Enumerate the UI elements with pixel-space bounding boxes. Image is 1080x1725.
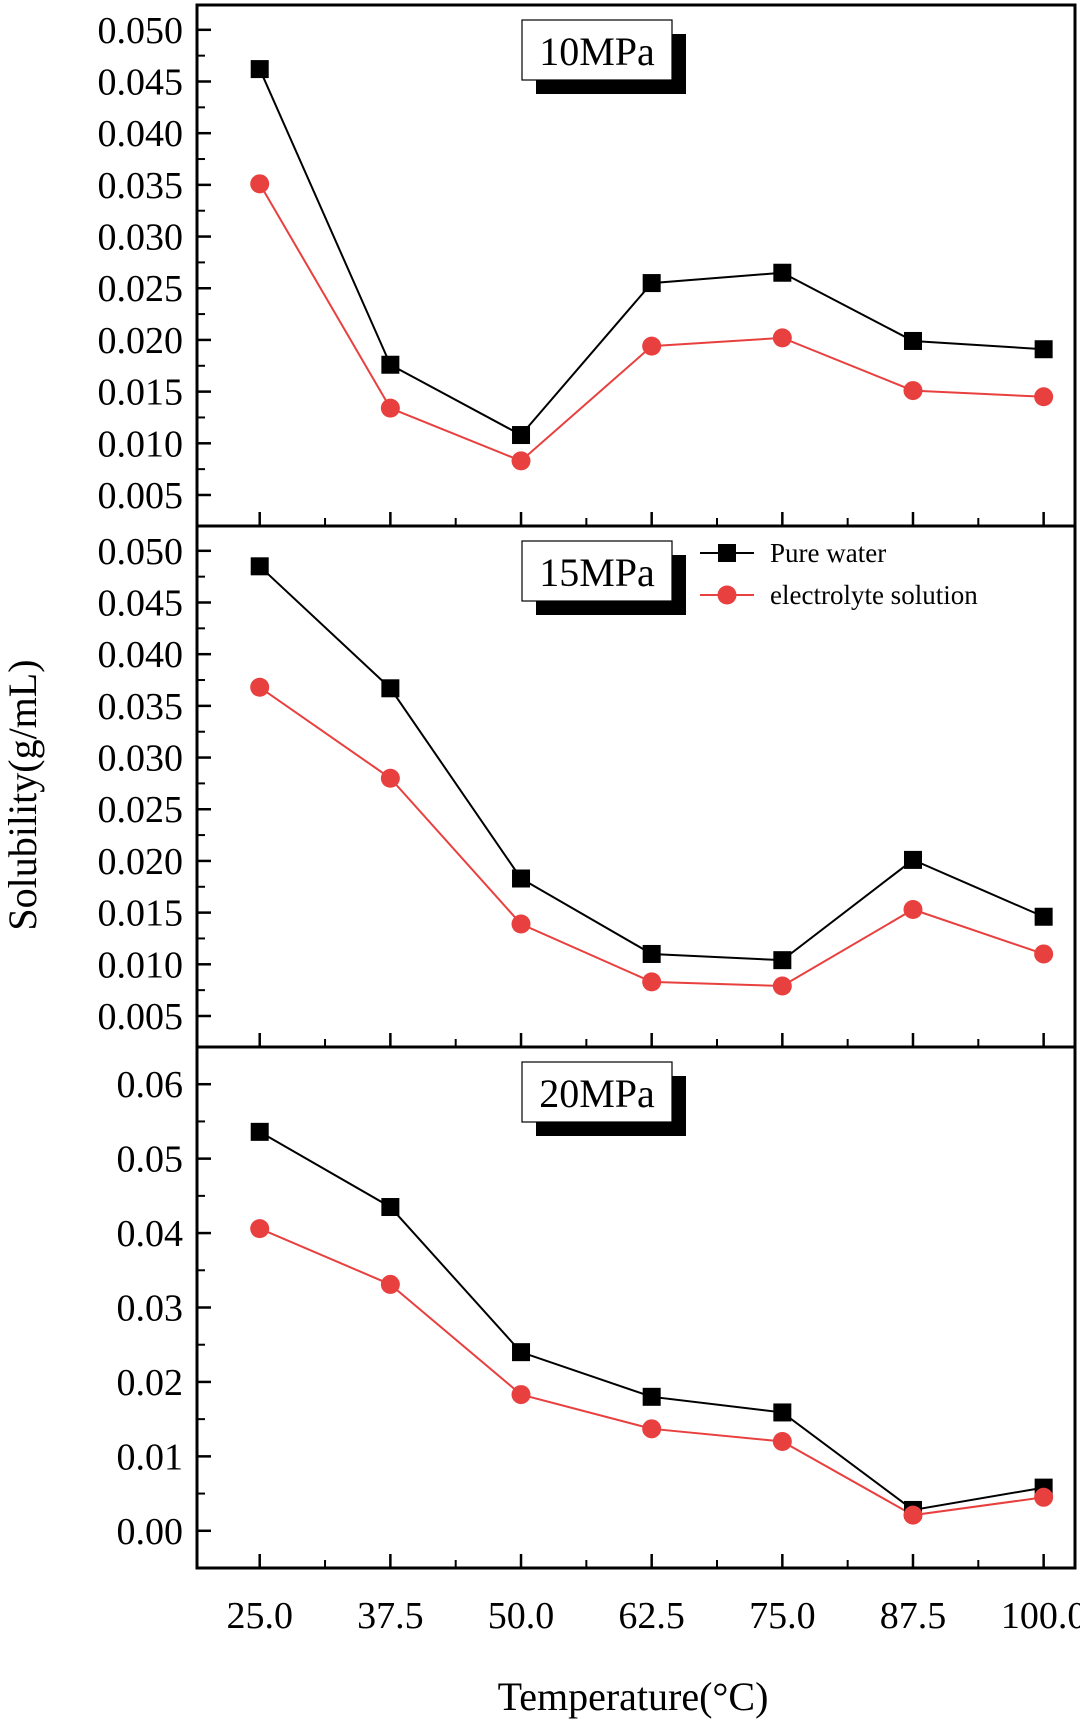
- series-line-pure-water: [258, 68, 1044, 437]
- data-point-electrolyte-solution: [903, 1505, 923, 1525]
- x-tick-label: 37.5: [357, 1595, 424, 1637]
- y-tick-label: 0.040: [98, 634, 184, 676]
- legend-marker: [718, 544, 736, 562]
- y-tick-label: 0.035: [98, 165, 184, 207]
- data-point-electrolyte-solution: [903, 900, 923, 920]
- data-point-pure-water: [512, 1343, 531, 1362]
- panel-title: 15MPa: [539, 550, 655, 595]
- data-point-pure-water: [381, 1198, 400, 1217]
- y-tick-label: 0.045: [98, 582, 184, 624]
- data-point-electrolyte-solution: [772, 976, 792, 996]
- panel-title: 20MPa: [539, 1071, 655, 1116]
- y-tick-label: 0.04: [117, 1213, 184, 1255]
- data-point-pure-water: [381, 679, 400, 698]
- data-point-electrolyte-solution: [1034, 387, 1054, 407]
- y-tick-label: 0.015: [98, 893, 184, 935]
- panel-title-box: [521, 540, 673, 602]
- data-point-pure-water: [512, 426, 531, 445]
- y-tick-label: 0.02: [117, 1362, 184, 1404]
- y-tick-label: 0.010: [98, 944, 184, 986]
- data-point-electrolyte-solution: [250, 1219, 270, 1239]
- y-tick-label: 0.030: [98, 738, 184, 780]
- x-tick-label: 75.0: [749, 1595, 816, 1637]
- y-tick-label: 0.005: [98, 996, 184, 1038]
- legend-label: electrolyte solution: [770, 580, 978, 610]
- data-point-electrolyte-solution: [1034, 944, 1054, 964]
- y-tick-label: 0.03: [117, 1288, 184, 1330]
- data-point-pure-water: [773, 951, 792, 970]
- data-point-electrolyte-solution: [511, 914, 531, 934]
- series-line-pure-water: [259, 1130, 1044, 1512]
- data-point-electrolyte-solution: [380, 768, 400, 788]
- chart-legend: Pure water electrolyte solution: [700, 538, 978, 610]
- panel-title-box: [521, 1061, 673, 1123]
- series-line-electrolyte-solution: [259, 686, 1044, 988]
- data-point-pure-water: [642, 274, 661, 293]
- series-line-electrolyte-solution: [258, 183, 1044, 463]
- legend-marker: [717, 585, 737, 605]
- y-tick-label: 0.025: [98, 789, 184, 831]
- y-tick-label: 0.005: [98, 475, 184, 517]
- chart-panels: 0.0050.0100.0150.0200.0250.0300.0350.040…: [98, 3, 1080, 1637]
- y-tick-label: 0.00: [117, 1511, 184, 1553]
- series-line-electrolyte-solution: [259, 1227, 1044, 1517]
- data-point-pure-water: [903, 850, 922, 869]
- series-line-pure-water: [259, 565, 1045, 962]
- axis-titles: Temperature(°C) Solubility(g/mL): [0, 659, 768, 1719]
- data-point-pure-water: [250, 557, 269, 576]
- y-tick-label: 0.030: [98, 217, 184, 259]
- data-point-pure-water: [773, 263, 792, 282]
- data-point-pure-water: [642, 944, 661, 963]
- data-point-electrolyte-solution: [642, 972, 662, 992]
- data-point-pure-water: [381, 355, 400, 374]
- data-point-electrolyte-solution: [642, 336, 662, 356]
- x-tick-label: 100.0: [1001, 1595, 1080, 1637]
- panel-title: 10MPa: [539, 29, 655, 74]
- data-point-pure-water: [1034, 907, 1053, 926]
- data-point-electrolyte-solution: [380, 398, 400, 418]
- x-axis-title: Temperature(°C): [498, 1674, 769, 1719]
- data-point-electrolyte-solution: [511, 1385, 531, 1405]
- data-point-pure-water: [512, 869, 531, 888]
- data-point-electrolyte-solution: [250, 174, 270, 194]
- data-point-electrolyte-solution: [511, 451, 531, 471]
- x-tick-label: 87.5: [880, 1595, 947, 1637]
- y-tick-label: 0.010: [98, 423, 184, 465]
- y-axis-title: Solubility(g/mL): [0, 659, 45, 930]
- panel-10MPa: 0.005 0.010 0.015 0.020 0.025 0.030 0.035 0.040…: [98, 3, 1077, 528]
- y-tick-label: 0.025: [98, 268, 184, 310]
- y-tick-label: 0.06: [117, 1064, 184, 1106]
- panel-15MPa: 0.005 0.010 0.015 0.020 0.025 0.030 0.035 0.040…: [98, 524, 1077, 1049]
- data-point-electrolyte-solution: [772, 328, 792, 348]
- data-point-electrolyte-solution: [1034, 1487, 1054, 1507]
- x-tick-label: 62.5: [618, 1595, 685, 1637]
- data-point-pure-water: [903, 331, 922, 350]
- y-tick-label: 0.015: [98, 372, 184, 414]
- data-point-electrolyte-solution: [250, 677, 270, 697]
- y-tick-label: 0.05: [117, 1139, 184, 1181]
- legend-label: Pure water: [770, 538, 886, 568]
- y-tick-label: 0.035: [98, 686, 184, 728]
- y-tick-label: 0.050: [98, 531, 184, 573]
- x-tick-label: 50.0: [488, 1595, 555, 1637]
- y-tick-label: 0.020: [98, 841, 184, 883]
- data-point-pure-water: [250, 60, 269, 79]
- y-tick-label: 0.050: [98, 10, 184, 52]
- y-tick-label: 0.045: [98, 61, 184, 103]
- data-point-electrolyte-solution: [380, 1274, 400, 1294]
- data-point-pure-water: [1034, 340, 1053, 359]
- data-point-electrolyte-solution: [772, 1431, 792, 1451]
- y-tick-label: 0.01: [117, 1436, 184, 1478]
- data-point-electrolyte-solution: [903, 381, 923, 401]
- panel-title-box: [521, 19, 673, 81]
- x-tick-label: 25.0: [226, 1595, 293, 1637]
- panel-20MPa: 0.00 0.01 0.02 0.03 0.04 0.05 0.06 20MPa: [117, 1045, 1077, 1570]
- data-point-pure-water: [773, 1403, 792, 1422]
- data-point-pure-water: [250, 1122, 269, 1141]
- y-tick-label: 0.040: [98, 113, 184, 155]
- data-point-pure-water: [642, 1387, 661, 1406]
- y-tick-label: 0.020: [98, 320, 184, 362]
- data-point-electrolyte-solution: [642, 1419, 662, 1439]
